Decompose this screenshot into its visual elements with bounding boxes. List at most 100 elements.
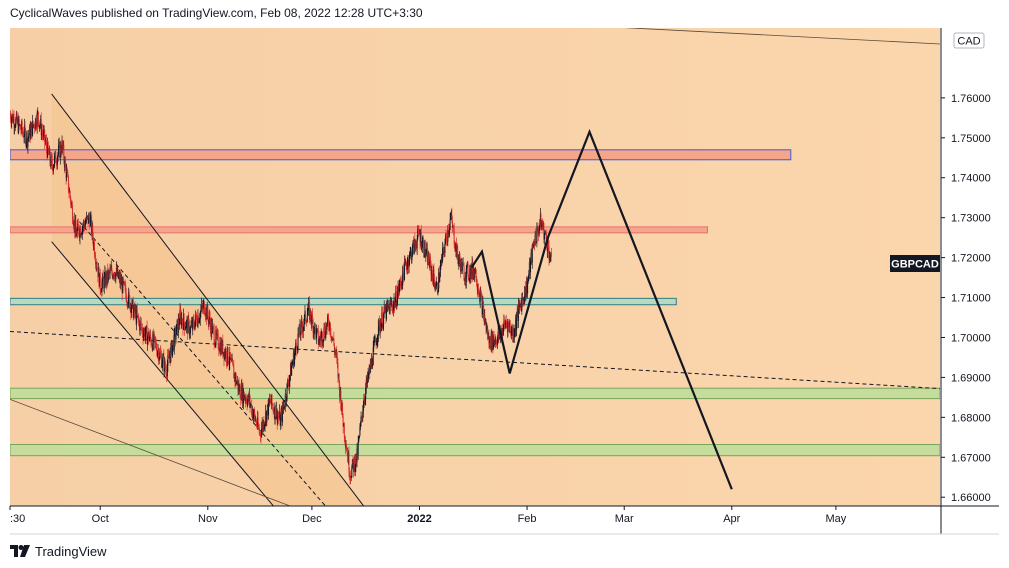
candle-body — [115, 268, 117, 273]
candle-body — [303, 315, 305, 325]
candle-body — [270, 394, 272, 404]
candle-body — [93, 242, 95, 256]
candle-body — [174, 329, 176, 331]
candle-body — [476, 281, 478, 286]
candle-body — [454, 244, 456, 249]
candle-body — [291, 364, 293, 367]
candle-body — [56, 163, 58, 165]
candle-body — [158, 350, 160, 361]
price-tick-label: 1.75000 — [951, 133, 991, 145]
candle-body — [288, 384, 290, 387]
candle-body — [509, 326, 511, 328]
time-axis[interactable]: :30 Oct Nov Dec 2022 Feb Mar Apr May — [9, 506, 847, 525]
candle-body — [209, 316, 211, 324]
candle-body — [106, 269, 108, 283]
candle-body — [302, 327, 304, 332]
candle-body — [15, 113, 17, 119]
candle-body — [234, 373, 236, 382]
candle-body — [173, 339, 175, 350]
candle-body — [312, 319, 314, 333]
candle-body — [85, 216, 87, 223]
candle-body — [350, 477, 352, 479]
candle-body — [494, 340, 496, 343]
candle-body — [244, 398, 246, 401]
candle-body — [276, 408, 278, 423]
candle-body — [260, 435, 262, 437]
candle-body — [52, 166, 54, 172]
candle-body — [465, 277, 467, 282]
candle-body — [252, 409, 254, 419]
candle-body — [394, 301, 396, 308]
candle-body — [150, 338, 152, 345]
candle-body — [38, 125, 40, 128]
candle-body — [73, 219, 75, 227]
candle-body — [372, 347, 374, 366]
candle-body — [440, 262, 442, 267]
candle-body — [154, 334, 156, 337]
candle-body — [454, 248, 456, 251]
candle-body — [513, 331, 515, 338]
candle-body — [247, 399, 249, 406]
candle-body — [440, 257, 442, 263]
candle-body — [350, 477, 352, 479]
candle-body — [322, 339, 324, 342]
candle-body — [303, 324, 305, 328]
candle-body — [334, 351, 336, 353]
candle-body — [382, 324, 384, 328]
candle-body — [133, 304, 135, 310]
candle-body — [476, 285, 478, 291]
candle-body — [281, 405, 283, 423]
price-tick-label: 1.69000 — [951, 372, 991, 384]
candle-body — [288, 380, 290, 387]
candle-body — [393, 299, 395, 305]
candle-body — [191, 322, 193, 326]
candle-body — [314, 323, 316, 329]
candle-body — [172, 345, 174, 356]
candle-body — [200, 304, 202, 310]
candle-body — [174, 329, 176, 340]
candle-body — [262, 422, 264, 429]
tradingview-footer[interactable]: TradingView — [10, 541, 107, 561]
candle-body — [473, 271, 475, 278]
candle-body — [143, 333, 145, 339]
candle-body — [406, 266, 408, 270]
candle-body — [355, 453, 357, 463]
candle-body — [159, 351, 161, 358]
candle-body — [492, 331, 494, 349]
candle-body — [141, 328, 143, 334]
candle-body — [152, 333, 154, 344]
price-axis[interactable]: 1.76000 1.75000 1.74000 1.73000 1.72000 1.710… — [941, 93, 991, 504]
candle-body — [477, 289, 479, 291]
candle-body — [504, 322, 506, 325]
candle-body — [516, 317, 518, 330]
candle-body — [229, 352, 231, 364]
candle-body — [427, 248, 429, 265]
candle-body — [507, 322, 509, 332]
candle-body — [228, 363, 230, 365]
candle-body — [236, 381, 238, 383]
candle-body — [533, 244, 535, 246]
candle-body — [64, 159, 66, 168]
candle-body — [22, 130, 24, 133]
candle-body — [296, 345, 298, 351]
candle-body — [148, 338, 150, 342]
candle-body — [115, 272, 117, 280]
candle-body — [422, 240, 424, 242]
candle-body — [213, 329, 215, 345]
candle-body — [361, 416, 363, 418]
candle-body — [273, 410, 275, 412]
candle-body — [297, 333, 299, 349]
candle-body — [36, 112, 38, 128]
candle-body — [502, 329, 504, 336]
candle-body — [416, 247, 418, 249]
candle-body — [483, 305, 485, 319]
candle-body — [325, 326, 327, 330]
candle-body — [473, 268, 475, 278]
candle-body — [453, 228, 455, 245]
candle-body — [286, 383, 288, 400]
candle-body — [13, 117, 15, 128]
candle-body — [375, 341, 377, 346]
candle-body — [400, 282, 402, 286]
candle-body — [202, 306, 204, 310]
